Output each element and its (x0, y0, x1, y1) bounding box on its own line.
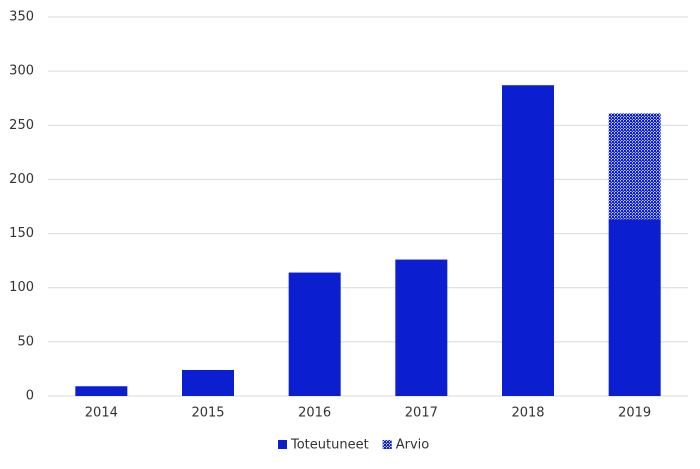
bar-segment (288, 272, 341, 396)
bar-segment (502, 85, 554, 396)
x-tick-label: 2017 (405, 406, 438, 421)
y-tick-label: 350 (9, 10, 34, 25)
y-tick-label: 0 (26, 389, 34, 404)
bar-segment (182, 370, 234, 396)
legend-label: Toteutuneet (290, 438, 369, 453)
y-tick-label: 200 (9, 172, 34, 187)
x-tick-label: 2014 (85, 406, 118, 421)
x-tick-label: 2018 (511, 406, 544, 421)
legend-swatch (278, 440, 287, 449)
y-tick-label: 300 (9, 64, 34, 79)
x-tick-label: 2016 (298, 406, 331, 421)
bar-segment (608, 113, 661, 220)
bar-segment (395, 259, 448, 396)
bar-segment (608, 219, 661, 396)
y-tick-label: 250 (9, 118, 34, 133)
legend-label: Arvio (396, 438, 430, 453)
y-tick-label: 150 (9, 226, 34, 241)
y-tick-label: 50 (17, 334, 34, 349)
bar-segment (75, 386, 128, 396)
x-tick-label: 2015 (191, 406, 224, 421)
legend-swatch (382, 440, 392, 449)
y-tick-label: 100 (9, 280, 34, 295)
x-tick-label: 2019 (618, 406, 651, 421)
